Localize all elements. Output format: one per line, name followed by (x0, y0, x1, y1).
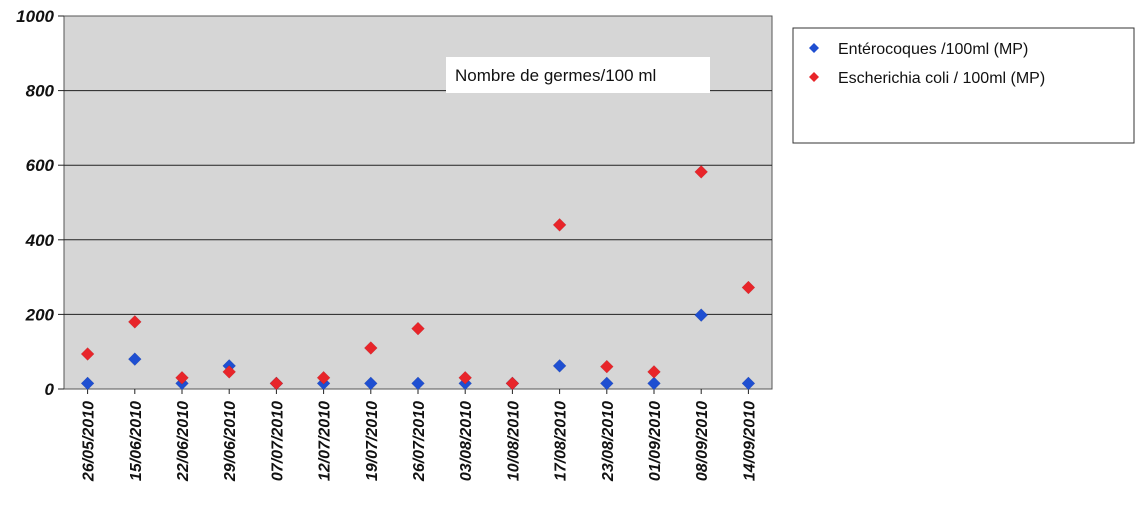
point-series-2 (741, 280, 756, 295)
x-tick-label: 03/08/2010 (458, 401, 475, 481)
legend-label: Escherichia coli / 100ml (MP) (838, 70, 1045, 87)
x-tick-label: 10/08/2010 (505, 401, 522, 481)
chart-annotation: Nombre de germes/100 ml (455, 66, 656, 85)
x-tick-label: 01/09/2010 (647, 401, 664, 481)
point-series-1 (552, 359, 567, 373)
x-tick-label: 14/09/2010 (741, 401, 758, 481)
point-series-1 (694, 308, 709, 322)
point-series-2 (269, 376, 284, 391)
gridlines (64, 90, 772, 315)
y-tick-label: 0 (45, 380, 55, 399)
legend-marker (809, 43, 819, 53)
point-series-2 (411, 321, 425, 336)
y-tick-label: 800 (26, 82, 55, 101)
point-series-1 (741, 376, 756, 391)
point-series-1 (599, 376, 614, 391)
point-series-2 (175, 370, 189, 385)
legend: Entérocoques /100ml (MP) Escherichia coli… (792, 27, 1135, 144)
point-series-2 (80, 347, 95, 361)
point-series-2 (127, 315, 142, 329)
y-tick-label: 400 (25, 231, 55, 250)
point-series-2 (552, 218, 567, 232)
y-axis: 0 200 400 600 800 1000 (16, 7, 64, 399)
x-tick-label: 08/09/2010 (694, 401, 711, 481)
x-tick-label: 17/08/2010 (553, 401, 570, 481)
legend-marker (809, 72, 819, 82)
x-tick-label: 07/07/2010 (269, 401, 286, 481)
x-tick-label: 19/07/2010 (364, 401, 381, 481)
x-tick-label: 15/06/2010 (128, 401, 145, 481)
point-series-2 (647, 364, 661, 379)
point-series-2 (599, 359, 614, 374)
point-series-1 (127, 352, 142, 367)
legend-label: Entérocoques /100ml (MP) (838, 41, 1028, 58)
point-series-1 (363, 376, 378, 391)
x-tick-label: 23/08/2010 (600, 401, 617, 482)
point-series-2 (505, 376, 520, 391)
x-tick-label: 12/07/2010 (317, 401, 334, 481)
point-series-1 (80, 376, 95, 391)
x-tick-label: 22/06/2010 (175, 401, 192, 482)
y-tick-label: 1000 (16, 7, 54, 26)
x-tick-label: 29/06/2010 (222, 401, 239, 482)
x-axis: 26/05/2010 15/06/2010 22/06/2010 29/06/2010… (81, 389, 758, 482)
point-series-1 (411, 376, 425, 391)
y-tick-label: 600 (26, 156, 55, 175)
data-points (80, 165, 756, 391)
y-tick-label: 200 (25, 305, 55, 324)
point-series-2 (363, 341, 378, 355)
annotation-box (446, 57, 710, 93)
point-series-2 (316, 370, 331, 385)
point-series-1 (647, 376, 661, 391)
point-series-2 (694, 165, 709, 179)
point-series-2 (458, 370, 473, 385)
x-tick-label: 26/05/2010 (81, 401, 98, 482)
x-tick-label: 26/07/2010 (411, 401, 428, 482)
legend-box (792, 27, 1135, 144)
point-series-2 (222, 364, 237, 379)
